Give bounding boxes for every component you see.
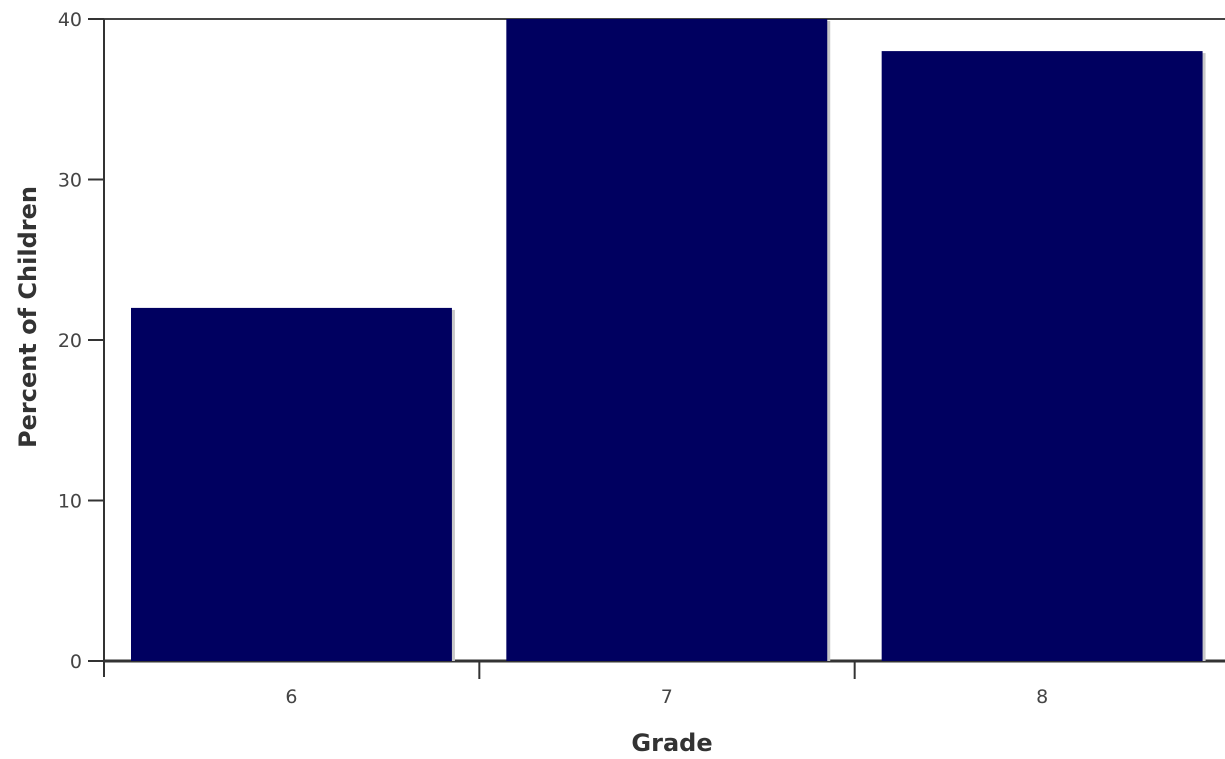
bar-grade-6 <box>131 307 452 661</box>
y-tick-label: 30 <box>58 170 82 192</box>
x-ticks-group: 6 7 8 <box>285 661 1048 708</box>
y-tick-label: 10 <box>58 491 82 513</box>
y-tick-label: 20 <box>58 330 82 352</box>
y-tick-label: 40 <box>58 9 82 31</box>
y-tick-label: 0 <box>70 651 82 673</box>
x-tick-label: 6 <box>285 686 297 708</box>
x-tick-label: 8 <box>1036 686 1048 708</box>
x-tick-label: 7 <box>661 686 673 708</box>
bar-grade-8 <box>881 51 1203 662</box>
y-ticks-group: 0 10 20 30 40 <box>58 9 104 673</box>
x-axis-title: Grade <box>631 729 712 757</box>
bars-group <box>131 19 1206 662</box>
y-axis-title: Percent of Children <box>14 186 42 448</box>
bar-grade-7 <box>506 19 828 661</box>
